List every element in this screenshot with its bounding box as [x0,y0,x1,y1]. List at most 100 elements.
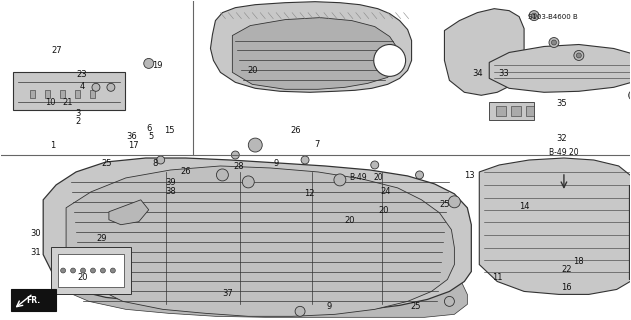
Polygon shape [211,2,411,92]
Bar [90,90,95,98]
Bar [30,90,35,98]
Text: 26: 26 [290,126,301,135]
Text: 25: 25 [440,200,450,209]
Text: 16: 16 [562,283,572,292]
Text: 7: 7 [315,140,320,148]
Circle shape [81,268,86,273]
Text: 25: 25 [411,302,422,311]
Circle shape [248,138,262,152]
Text: FR.: FR. [26,296,40,305]
Polygon shape [43,158,471,311]
Text: 20: 20 [247,66,258,75]
Circle shape [232,151,239,159]
Bar [51,247,131,294]
Bar [496,106,506,116]
Text: 29: 29 [97,234,107,243]
Text: B-49: B-49 [350,173,367,182]
Text: 5: 5 [148,132,153,140]
Circle shape [100,268,105,273]
Text: 20: 20 [374,173,383,182]
Polygon shape [232,18,398,89]
Text: 20: 20 [78,273,88,282]
Bar [60,90,65,98]
Text: 18: 18 [573,258,584,267]
Circle shape [529,11,539,20]
Text: 11: 11 [492,273,503,282]
Polygon shape [11,289,56,311]
Circle shape [71,268,76,273]
Text: 25: 25 [102,159,112,168]
Text: 9: 9 [327,302,332,311]
Text: 2: 2 [75,116,81,126]
Text: 22: 22 [562,265,572,275]
Text: 37: 37 [222,289,233,298]
Text: 20: 20 [345,216,355,225]
Text: 23: 23 [76,70,87,79]
Polygon shape [489,44,631,92]
Circle shape [90,268,95,273]
Polygon shape [66,166,454,316]
Circle shape [144,59,154,68]
Circle shape [551,40,557,45]
Text: 39: 39 [166,178,176,187]
Bar [526,106,534,116]
Text: 19: 19 [152,60,162,69]
Circle shape [107,83,115,91]
Text: B-49 20: B-49 20 [549,148,579,156]
Text: 30: 30 [31,229,41,238]
Text: 8: 8 [152,159,157,168]
Text: 36: 36 [127,132,138,140]
Text: 24: 24 [380,188,391,196]
Text: 38: 38 [165,188,177,196]
Circle shape [110,268,115,273]
Circle shape [156,156,165,164]
Bar [58,253,124,287]
Circle shape [444,296,454,306]
Circle shape [374,44,406,76]
Bar [45,90,50,98]
Text: 31: 31 [31,248,41,257]
Circle shape [628,90,631,100]
Circle shape [301,156,309,164]
Text: 26: 26 [180,167,191,176]
Polygon shape [444,9,524,95]
Circle shape [334,174,346,186]
Circle shape [92,83,100,91]
Circle shape [531,13,536,18]
Text: 6: 6 [146,124,151,133]
Circle shape [371,161,379,169]
Circle shape [549,37,559,47]
Bar [13,72,125,110]
Polygon shape [53,237,468,317]
Text: 3: 3 [75,109,81,118]
Bar [511,106,521,116]
Text: 28: 28 [233,162,244,171]
Text: 9: 9 [274,159,279,168]
Polygon shape [480,158,631,294]
Text: S103-B4600 B: S103-B4600 B [528,14,578,20]
Circle shape [576,53,581,58]
Circle shape [416,171,423,179]
Text: 15: 15 [165,126,175,135]
Text: 17: 17 [128,141,139,150]
Text: 21: 21 [62,98,73,107]
Circle shape [295,306,305,316]
Text: 14: 14 [519,202,529,211]
Text: 13: 13 [464,171,475,180]
Circle shape [242,176,254,188]
Circle shape [61,268,66,273]
Circle shape [216,169,228,181]
Text: 12: 12 [304,189,314,198]
Text: 34: 34 [472,69,483,78]
Text: 32: 32 [557,134,567,143]
Text: 33: 33 [498,69,509,78]
Text: 4: 4 [79,82,85,91]
Circle shape [449,196,461,208]
Polygon shape [109,200,149,225]
Text: 35: 35 [557,99,567,108]
Text: 10: 10 [45,98,56,107]
Text: 1: 1 [50,141,56,150]
Bar [75,90,80,98]
Bar [489,102,534,120]
Text: 20: 20 [378,206,389,215]
